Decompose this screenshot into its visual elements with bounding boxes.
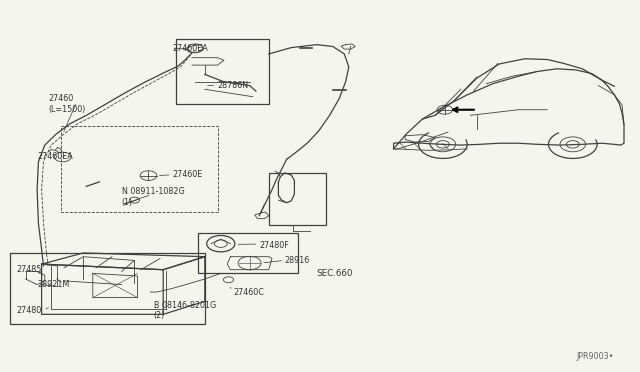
Text: JPR9003•: JPR9003• [577,352,614,361]
Text: B 08146-8201G
(2): B 08146-8201G (2) [154,301,216,320]
Text: 28916: 28916 [285,256,310,265]
Text: N 08911-1082G
(1): N 08911-1082G (1) [122,187,184,207]
Text: SEC.660: SEC.660 [317,269,353,278]
Text: 27460E: 27460E [173,170,203,179]
Text: 28786N: 28786N [218,81,249,90]
Text: 27460EA: 27460EA [37,152,73,161]
Text: 27460EA: 27460EA [173,44,209,53]
Text: 27485: 27485 [16,265,42,274]
Text: 27480: 27480 [16,306,41,315]
Text: 27480F: 27480F [259,241,289,250]
Text: 28921M: 28921M [37,280,69,289]
Text: 27460
(L=1500): 27460 (L=1500) [48,94,85,114]
Text: 27460C: 27460C [234,288,264,296]
